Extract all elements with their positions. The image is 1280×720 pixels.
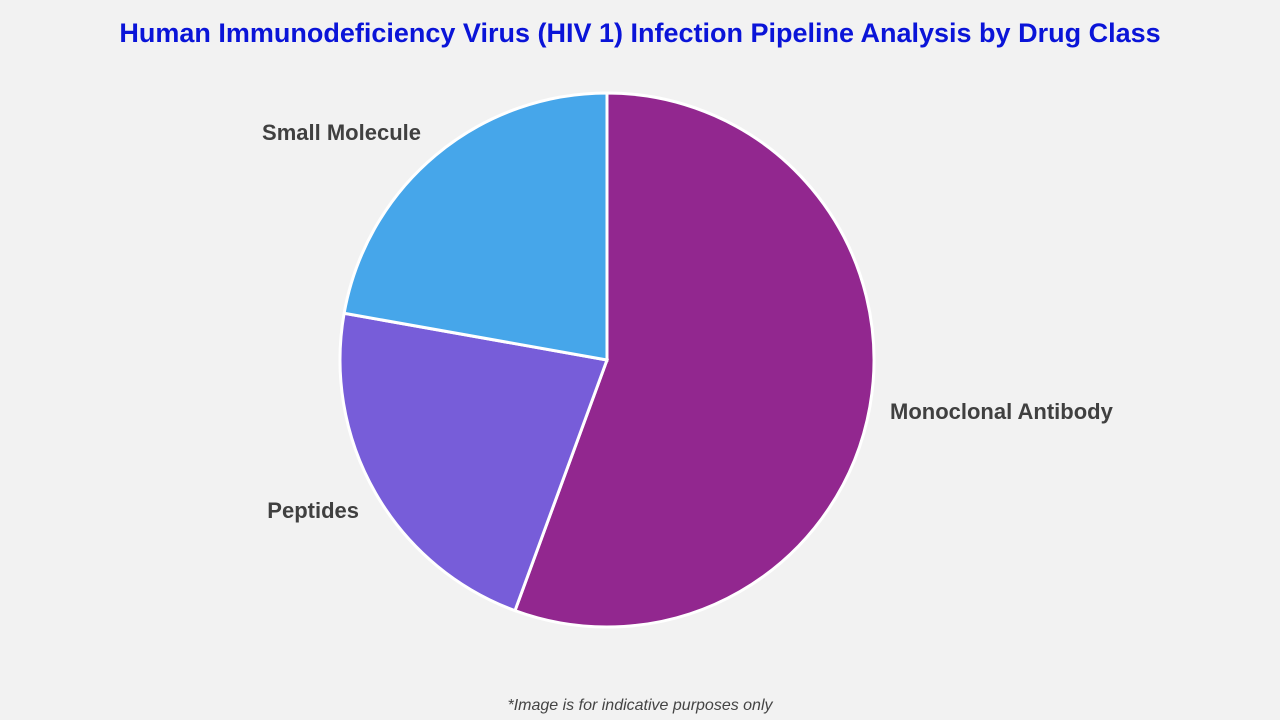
- pie-slice-small-molecule: [342, 91, 609, 362]
- footnote: *Image is for indicative purposes only: [507, 697, 773, 714]
- slice-label: Monoclonal Antibody: [890, 399, 1114, 424]
- slice-label: Small Molecule: [262, 120, 421, 145]
- chart-title: Human Immunodeficiency Virus (HIV 1) Inf…: [119, 18, 1161, 48]
- pie-slice-peptides: [338, 311, 610, 613]
- slice-label: Peptides: [267, 498, 359, 523]
- pie-slice-monoclonal-antibody: [513, 91, 876, 629]
